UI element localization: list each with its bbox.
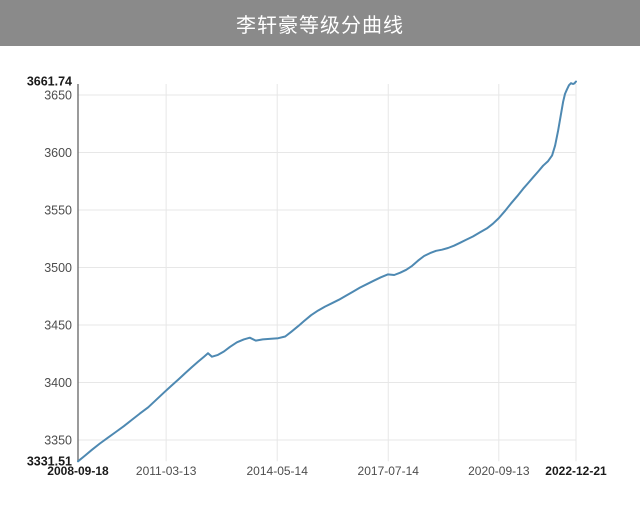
x-tick-label: 2014-05-14 <box>247 464 309 478</box>
y-tick-label: 3350 <box>44 434 72 448</box>
y-min-label: 3331.51 <box>27 454 72 468</box>
x-tick-label: 2008-09-18 <box>47 464 109 478</box>
rating-curve-svg: 3650 3600 3550 3500 3450 3400 3350 3661.74 3331.… <box>27 75 607 479</box>
x-tick-label: 2011-03-13 <box>136 464 197 478</box>
x-tick-label: 2017-07-14 <box>358 464 420 478</box>
y-tick-label: 3650 <box>44 89 72 103</box>
rating-curve-line <box>77 80 577 463</box>
x-tick-label: 2022-12-21 <box>545 464 607 478</box>
rating-chart: 3650 3600 3550 3500 3450 3400 3350 3661.74 3331.… <box>0 46 640 501</box>
y-tick-label: 3600 <box>44 146 72 160</box>
y-tick-label: 3450 <box>44 319 72 333</box>
page-title: 李轩豪等级分曲线 <box>236 14 404 37</box>
y-tick-label: 3400 <box>44 376 72 390</box>
y-tick-label: 3550 <box>44 204 72 218</box>
y-tick-label: 3500 <box>44 261 72 275</box>
y-max-label: 3661.74 <box>27 75 72 89</box>
x-tick-label: 2020-09-13 <box>468 464 530 478</box>
header-bar: 李轩豪等级分曲线 <box>0 0 640 46</box>
